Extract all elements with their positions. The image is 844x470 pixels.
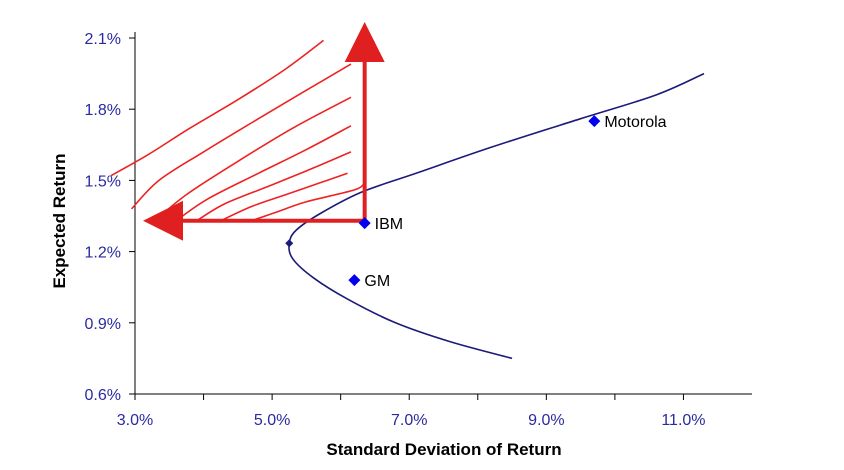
indifference-curve-7 [251, 182, 366, 222]
x-axis-title: Standard Deviation of Return [326, 440, 561, 459]
x-tick-label: 9.0% [528, 412, 564, 429]
y-tick-label: 1.2% [85, 245, 121, 262]
efficient-frontier [288, 72, 705, 360]
indifference-curves [110, 39, 366, 224]
y-tick-label: 0.9% [85, 316, 121, 333]
indifference-curve-2 [130, 63, 352, 210]
indifference-curve-3 [151, 96, 352, 224]
point-minimum-variance [285, 239, 294, 248]
y-tick-label: 1.5% [85, 173, 121, 190]
indifference-curve-5 [196, 151, 352, 222]
x-tick-label: 7.0% [391, 412, 427, 429]
x-tick-label: 5.0% [254, 412, 290, 429]
y-axis-title: Expected Return [50, 153, 69, 288]
x-tick-label: 11.0% [661, 412, 705, 429]
indifference-curve-1 [110, 39, 325, 177]
point-ibm [358, 217, 371, 230]
indifference-curve-6 [220, 172, 348, 222]
point-motorola [588, 115, 601, 128]
y-tick-label: 2.1% [85, 31, 121, 48]
point-label-gm: GM [364, 273, 390, 290]
axes [129, 32, 752, 400]
tick-labels: 0.6% 0.9% 1.2% 1.5% 1.8% 2.1% 3.0% 5.0% 7.0% 9.0%… [85, 31, 706, 429]
point-gm [348, 274, 361, 287]
x-tick-label: 3.0% [117, 412, 153, 429]
point-label-motorola: Motorola [604, 114, 666, 131]
data-points: Motorola IBM GM [285, 114, 667, 290]
frontier-curve [288, 72, 705, 360]
indifference-curve-4 [175, 125, 352, 222]
arrows [142, 22, 385, 241]
y-tick-label: 0.6% [85, 387, 121, 404]
point-label-ibm: IBM [375, 216, 403, 233]
y-tick-label: 1.8% [85, 102, 121, 119]
